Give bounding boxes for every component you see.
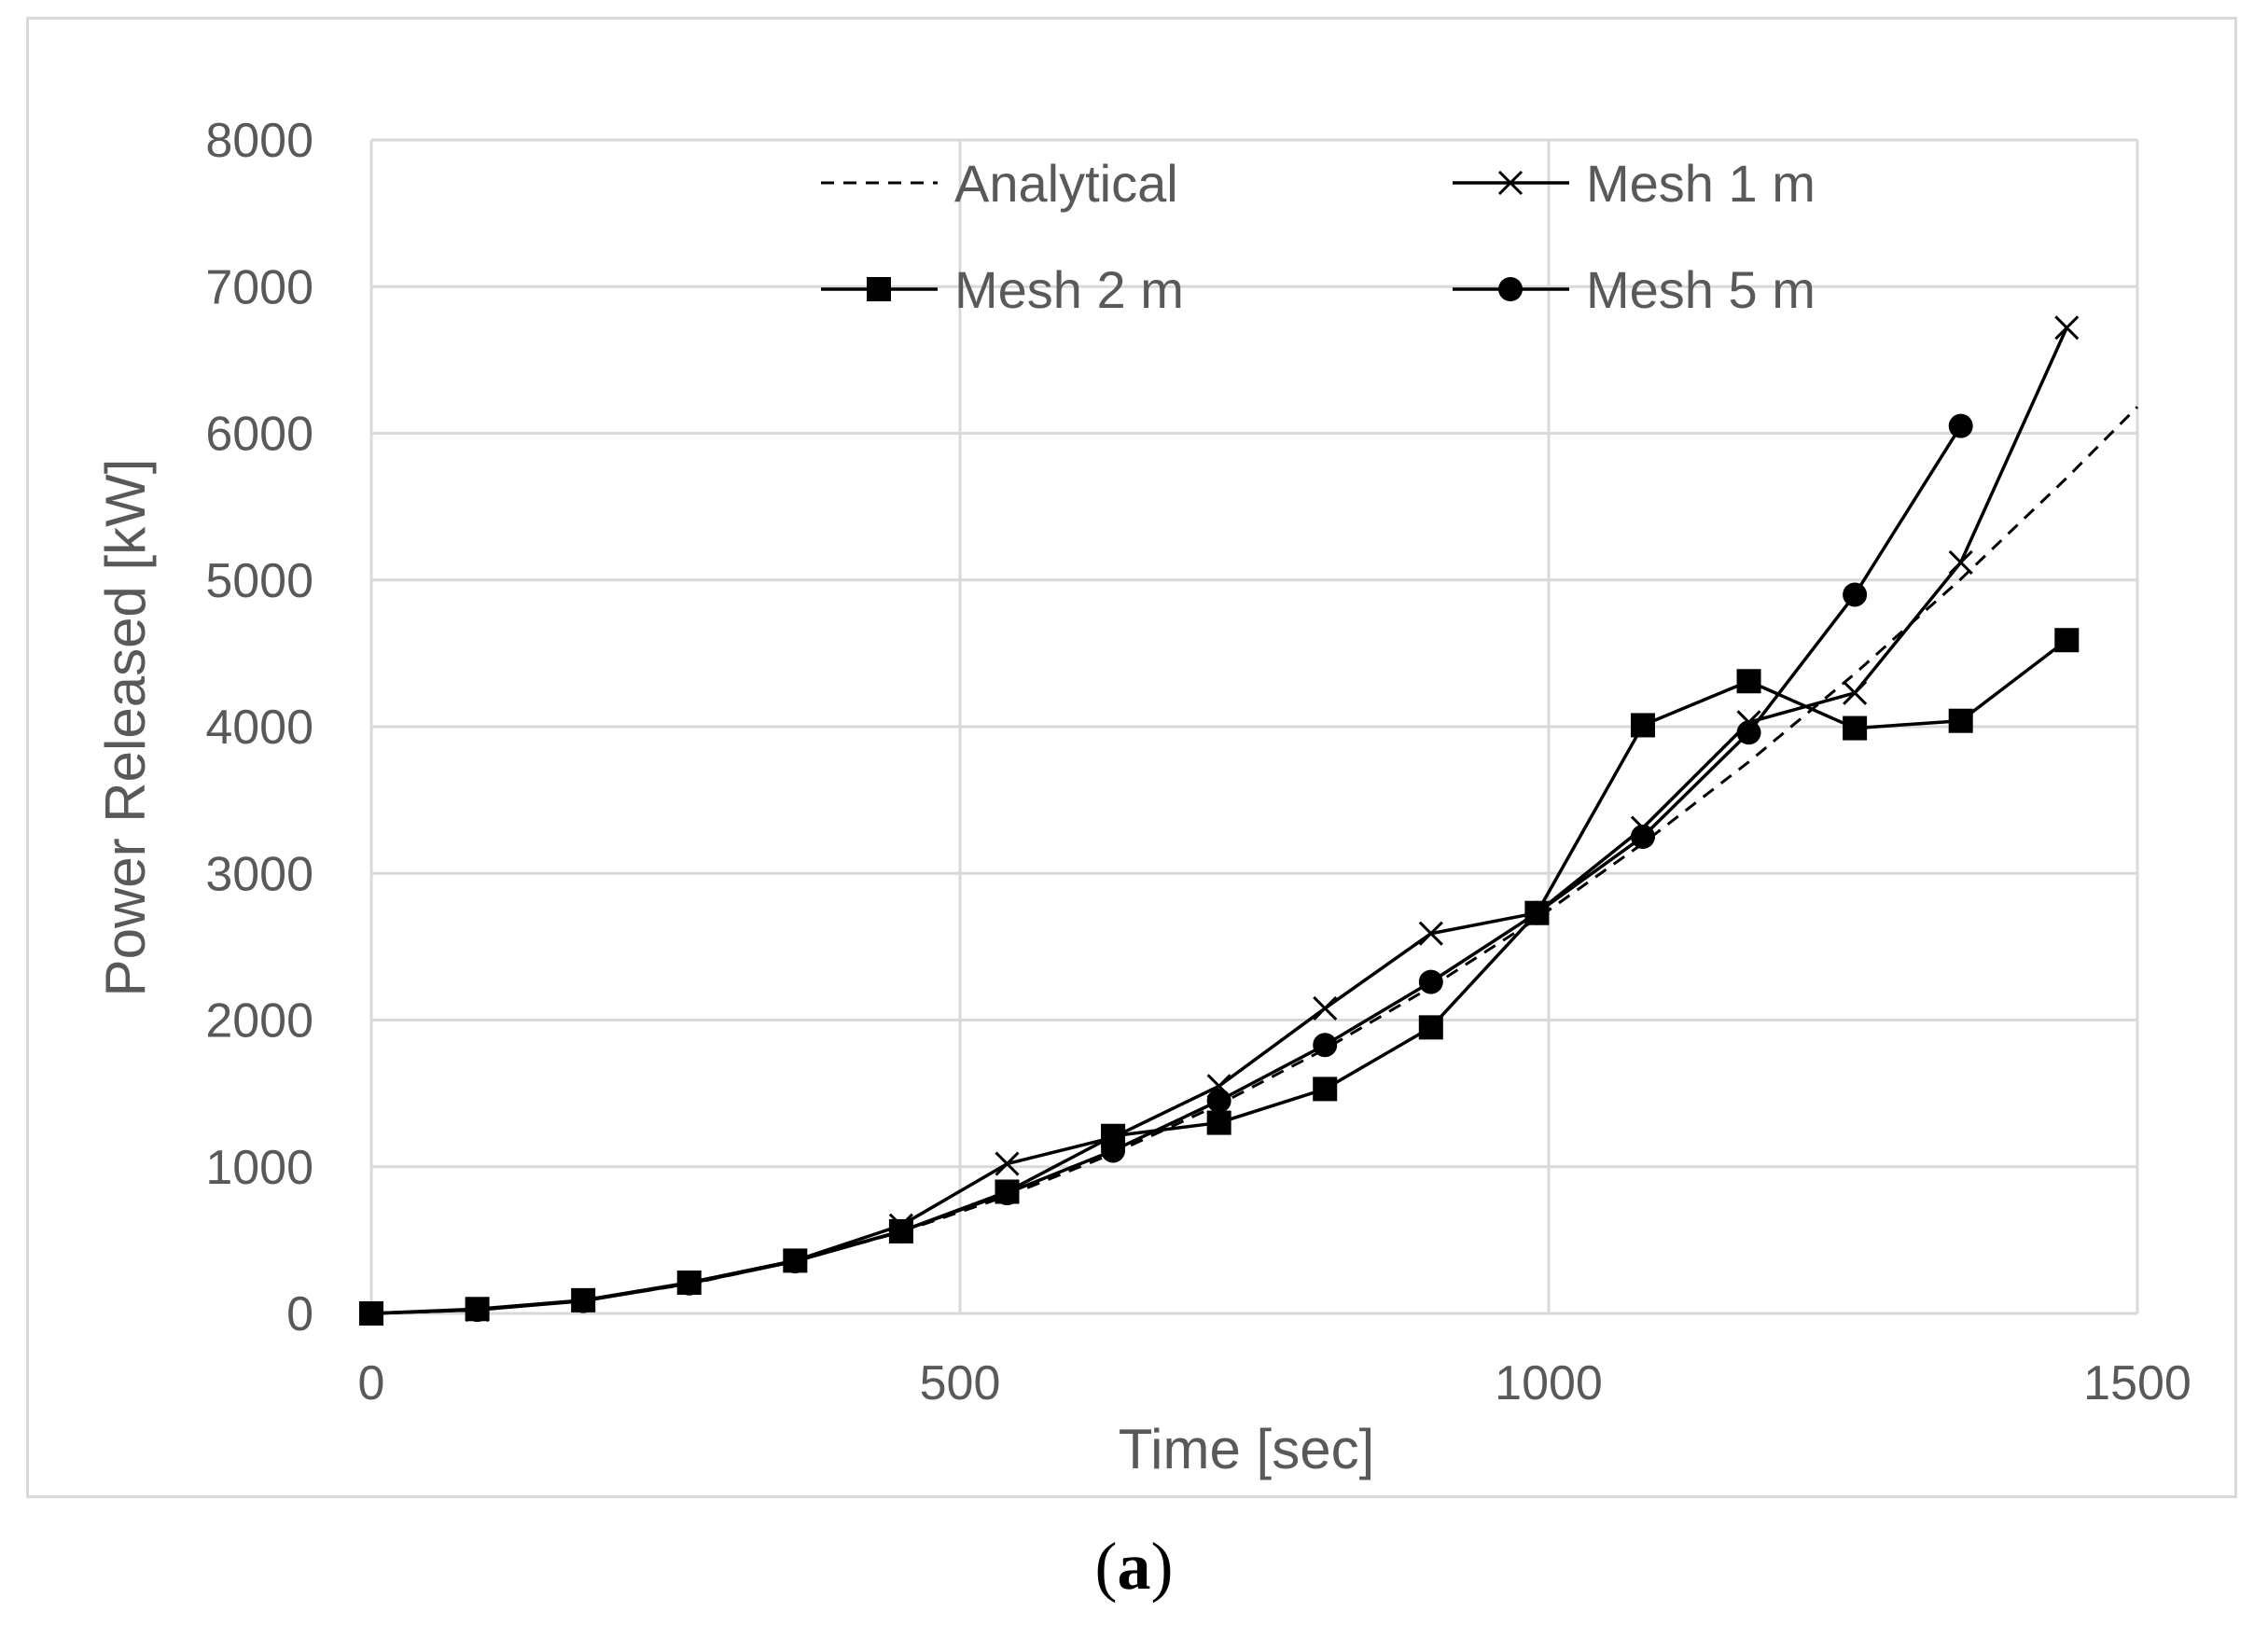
series-mesh-5-m-point: [1630, 824, 1655, 849]
series-mesh-2-m-point: [1206, 1110, 1231, 1135]
y-tick-label: 5000: [205, 554, 313, 608]
legend-marker-point: [1498, 277, 1523, 301]
series-mesh-5-m-point: [1418, 969, 1443, 994]
series-mesh-5-m-point: [783, 1249, 808, 1274]
series-mesh-5-m-point: [1524, 900, 1550, 925]
data-series: [358, 315, 2080, 1326]
series-mesh-1-m-point: [1313, 995, 1338, 1021]
legend-marker-point: [867, 277, 891, 301]
legend-mesh-5-m: Mesh 5 m: [1453, 260, 1816, 319]
y-tick-label: 6000: [205, 408, 313, 462]
series-mesh-1-m-point: [1948, 549, 1973, 575]
y-axis-title: Power Released [kW]: [94, 459, 157, 997]
legend-label: Mesh 5 m: [1586, 260, 1816, 319]
series-mesh-2-m-line: [370, 638, 2068, 1315]
series-mesh-1-m-point: [2054, 315, 2080, 340]
series-mesh-5-m-point: [888, 1218, 913, 1243]
y-tick-label: 2000: [205, 994, 313, 1049]
series-mesh-1-m-point: [1843, 680, 1868, 705]
series-mesh-5-m-line: [370, 424, 1963, 1315]
series-mesh-5-m-point: [995, 1181, 1020, 1206]
series-mesh-2-m-point: [1843, 715, 1868, 741]
y-tick-label: 7000: [205, 260, 313, 314]
y-tick-label: 1000: [205, 1141, 313, 1195]
tick-labels: 0 1000 2000 3000 4000 5000 6000 7000 8000 0 500 100…: [205, 114, 2191, 1410]
x-marker-stroke: [995, 1151, 1020, 1176]
y-tick-label: 3000: [205, 847, 313, 901]
y-tick-label: 0: [286, 1287, 313, 1341]
series-mesh-5-m-point: [571, 1288, 596, 1313]
legend-label: Mesh 1 m: [1586, 154, 1816, 213]
x-tick-label: 500: [920, 1356, 1001, 1410]
x-marker-stroke: [1843, 680, 1868, 705]
series-mesh-5-m-point: [1948, 413, 1973, 438]
series-mesh-5-m-point: [1736, 720, 1761, 745]
y-tick-label: 4000: [205, 701, 313, 755]
x-tick-label: 0: [358, 1356, 385, 1410]
series-mesh-2-m-point: [1736, 669, 1761, 694]
legend-label: Analytical: [954, 154, 1178, 213]
series-analytical-line: [370, 406, 2139, 1315]
caption-open-paren: (: [1094, 1529, 1118, 1604]
legend-mesh-2-m: Mesh 2 m: [821, 260, 1184, 319]
x-marker-stroke: [2054, 315, 2080, 340]
series-mesh-2-m-point: [1630, 713, 1655, 738]
x-marker-stroke: [1497, 170, 1524, 196]
series-mesh-5-m-point: [1206, 1088, 1231, 1113]
series-mesh-2-m-point: [1948, 708, 1973, 733]
figure-caption: (a): [0, 1528, 2268, 1605]
legend: Analytical Mesh 1 m Mesh 2 m Mesh 5 m: [821, 154, 1816, 319]
series-mesh-5-m-point: [1843, 582, 1868, 607]
analytical-series: [370, 406, 2139, 1315]
series-mesh-5-m-point: [359, 1301, 383, 1326]
x-tick-label: 1500: [2083, 1356, 2191, 1410]
y-tick-label: 8000: [205, 114, 313, 168]
series-mesh-5-m-point: [465, 1298, 490, 1323]
legend-mesh-1-m: Mesh 1 m: [1453, 154, 1816, 213]
x-tick-label: 1000: [1495, 1356, 1603, 1410]
series-mesh-2-m-point: [1313, 1076, 1338, 1102]
line-chart: 0 1000 2000 3000 4000 5000 6000 7000 8000 0 500 100…: [94, 114, 2191, 1480]
legend-label: Mesh 2 m: [954, 260, 1184, 319]
series-mesh-5-m-point: [1101, 1138, 1126, 1163]
series-mesh-5-m-point: [1313, 1033, 1338, 1058]
grid-lines: [369, 138, 2139, 1315]
legend-marker-point: [1497, 170, 1524, 196]
legend-analytical: Analytical: [821, 154, 1178, 213]
series-mesh-1-m-point: [995, 1151, 1020, 1176]
caption-letter: a: [1117, 1529, 1151, 1604]
series-mesh-5-m-point: [676, 1271, 702, 1296]
x-marker-stroke: [1948, 549, 1973, 575]
series-mesh-2-m-point: [2054, 628, 2080, 653]
x-axis-title: Time [sec]: [1119, 1418, 1374, 1480]
caption-close-paren: ): [1150, 1529, 1174, 1604]
x-marker-stroke: [1313, 995, 1338, 1021]
chart-frame: [26, 17, 2237, 1498]
series-mesh-2-m-point: [1418, 1015, 1443, 1040]
x-marker-stroke: [1418, 921, 1443, 946]
series-mesh-1-m-point: [1418, 921, 1443, 946]
